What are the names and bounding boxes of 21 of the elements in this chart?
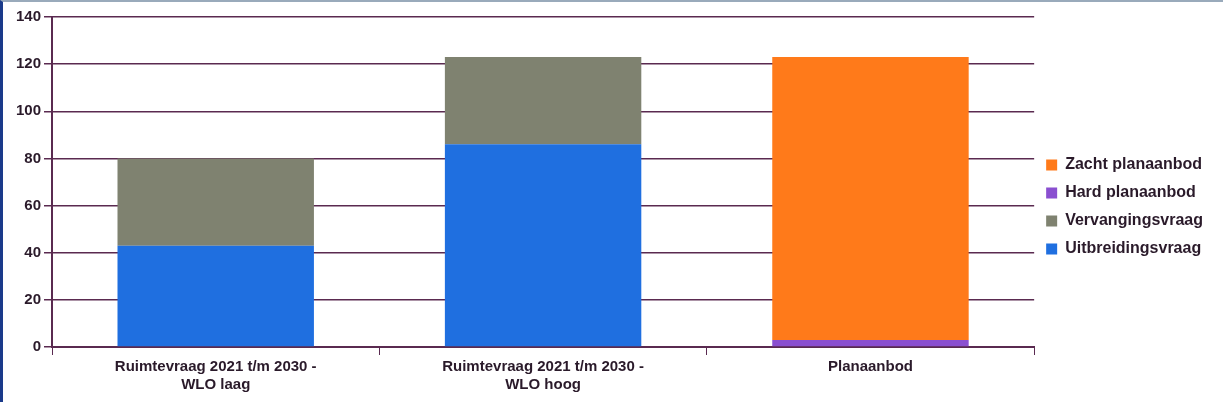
bar — [117, 158, 314, 246]
legend-label: Hard planaanbod — [1065, 183, 1196, 201]
bar — [444, 144, 642, 347]
y-tick-label: 120 — [16, 54, 42, 72]
x-tick-label: Ruimtevraag 2021 t/m 2030 - WLO hoog — [442, 357, 644, 393]
bar — [117, 245, 314, 347]
y-tick-label: 140 — [16, 7, 42, 25]
bar — [444, 57, 642, 145]
y-tick-label: 100 — [16, 101, 42, 119]
y-tick-label: 40 — [24, 242, 42, 260]
legend-label: Uitbreidingsvraag — [1065, 239, 1202, 257]
y-tick-label: 0 — [32, 337, 42, 355]
legend-label: Vervangingsvraag — [1065, 211, 1203, 229]
x-tick-label: Ruimtevraag 2021 t/m 2030 - WLO laag — [114, 357, 317, 393]
y-tick-label: 60 — [24, 195, 42, 213]
x-tick-label: Planaanbod — [827, 357, 913, 375]
y-tick-label: 80 — [24, 148, 42, 166]
y-tick-label: 20 — [24, 290, 42, 307]
legend-label: Zacht planaanbod — [1065, 155, 1203, 173]
bar — [772, 57, 969, 340]
bar — [772, 339, 969, 347]
